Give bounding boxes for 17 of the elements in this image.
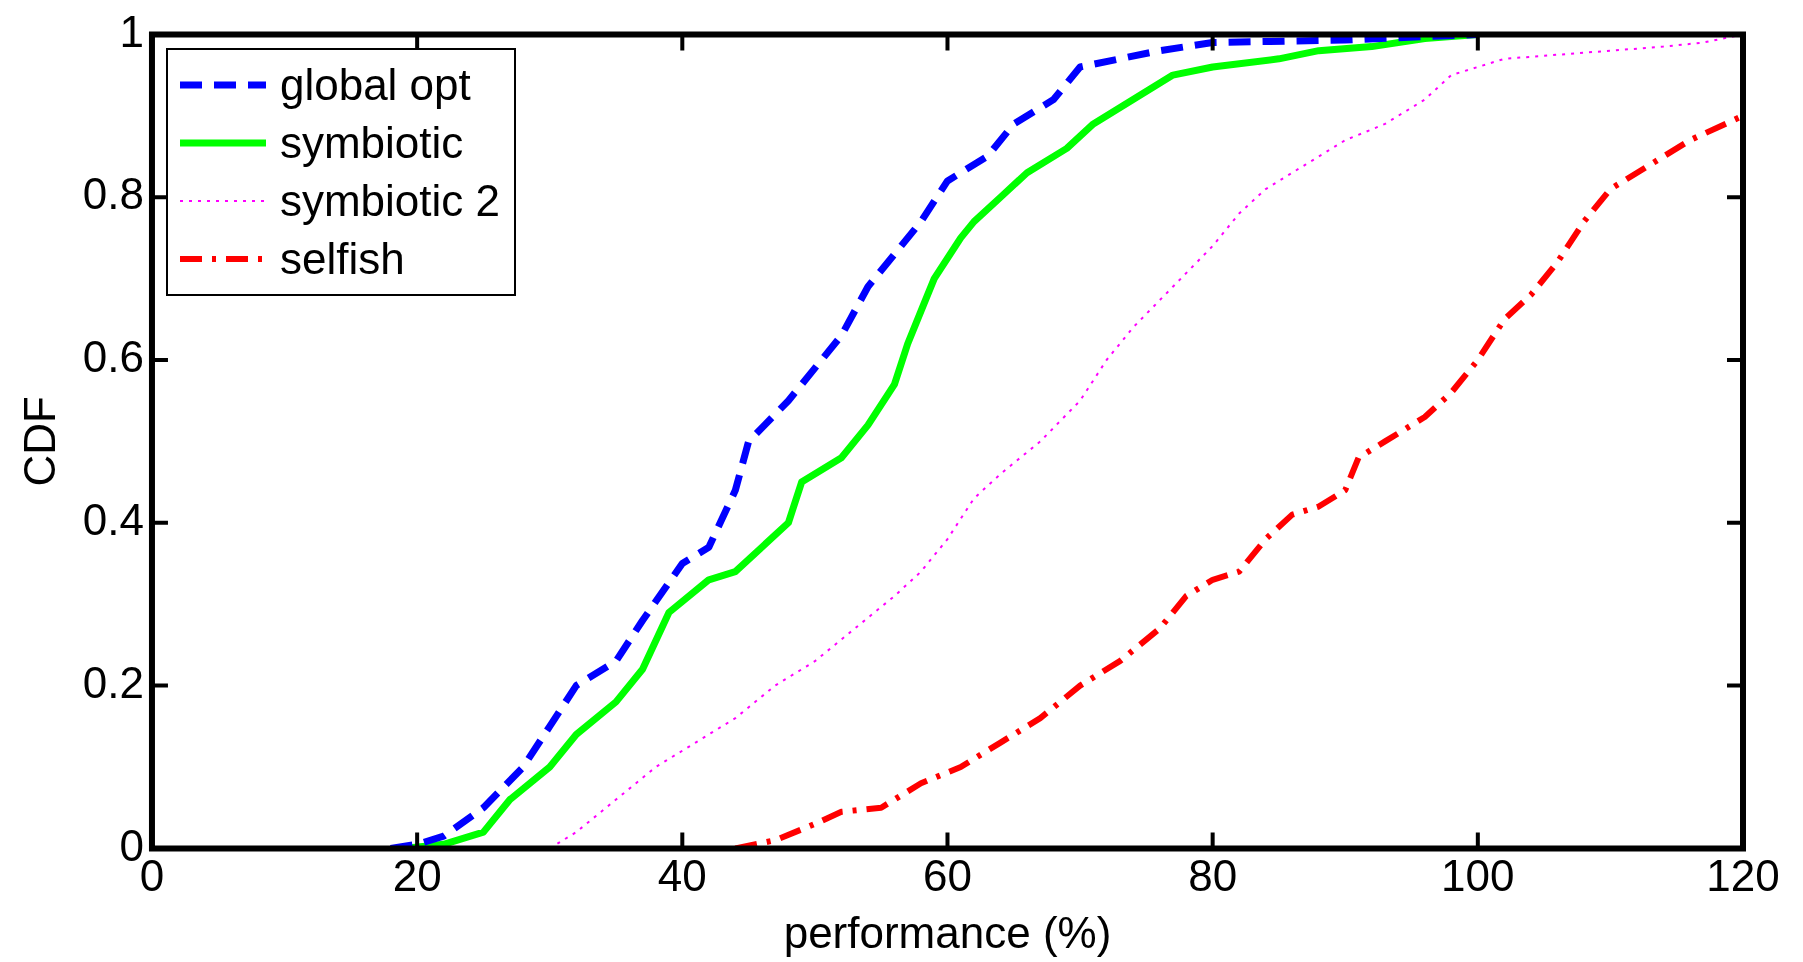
legend-label: selfish bbox=[279, 233, 405, 286]
y-tick-label: 0.6 bbox=[82, 332, 144, 382]
x-tick-label: 40 bbox=[657, 850, 707, 900]
legend-label: global opt bbox=[279, 59, 471, 112]
y-axis-title: CDF bbox=[14, 396, 64, 487]
y-tick-label: 0.8 bbox=[82, 169, 144, 219]
legend-label: symbiotic bbox=[279, 117, 464, 170]
y-tick-label: 0.4 bbox=[82, 494, 144, 544]
x-tick-label: 100 bbox=[1441, 850, 1515, 900]
x-tick-label: 20 bbox=[392, 850, 442, 900]
x-tick-label: 80 bbox=[1188, 850, 1238, 900]
x-tick-label: 120 bbox=[1706, 850, 1780, 900]
x-tick-label: 60 bbox=[923, 850, 972, 900]
x-axis-title: performance (%) bbox=[783, 907, 1112, 957]
y-tick-label: 1 bbox=[119, 6, 144, 56]
y-tick-label: 0.2 bbox=[82, 657, 144, 707]
legend-label: symbiotic 2 bbox=[279, 175, 501, 228]
